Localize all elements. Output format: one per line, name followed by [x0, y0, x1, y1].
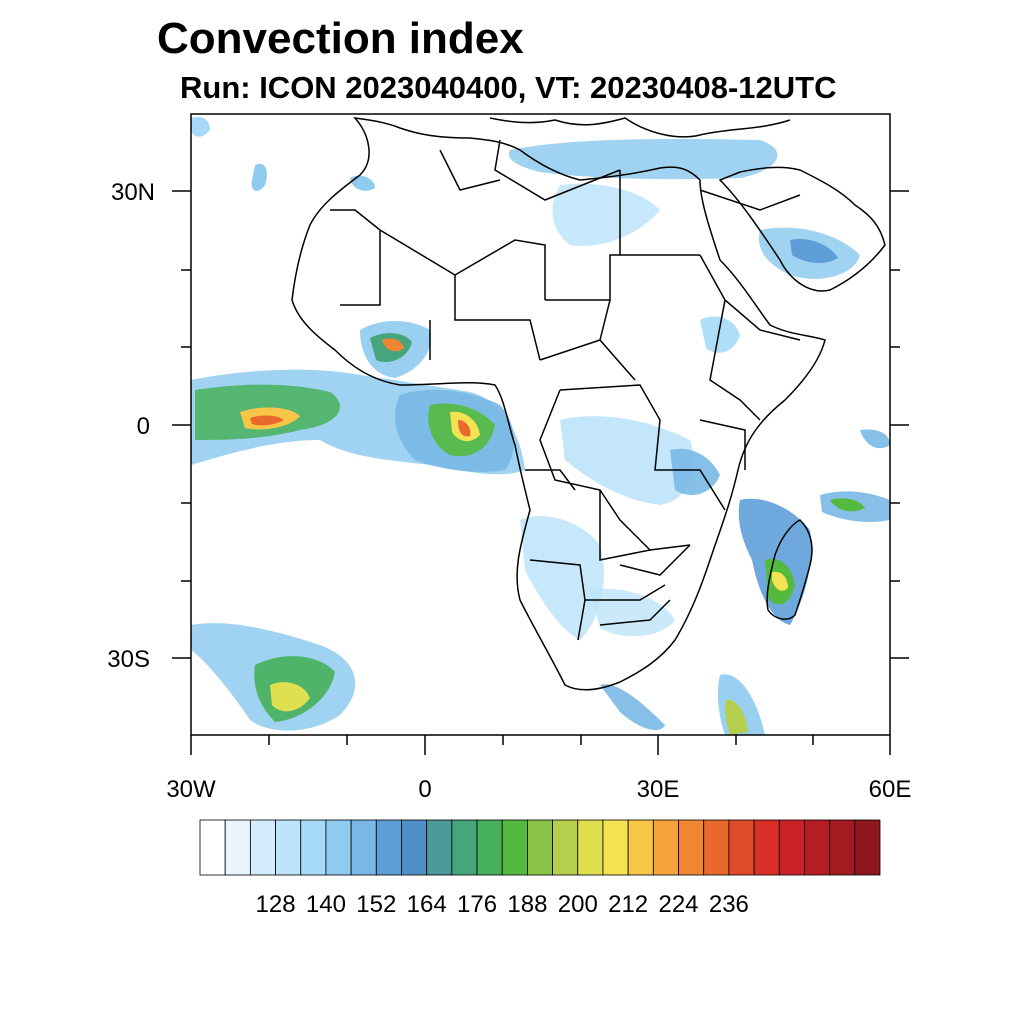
lat-label-30n: 30N — [111, 179, 155, 206]
colorbar-swatch — [527, 819, 553, 876]
field-congo-east — [670, 448, 720, 495]
field-se-streak-core — [725, 699, 748, 735]
field-atlantic-hot-core — [250, 415, 284, 426]
colorbar-swatch — [426, 819, 453, 876]
colorbar-swatch — [652, 819, 679, 876]
colorbar-swatch — [552, 819, 579, 876]
colorbar-label: 164 — [407, 891, 447, 918]
lat-label-30s: 30S — [107, 646, 150, 673]
border-central — [525, 384, 726, 561]
colorbar-swatch — [753, 819, 780, 876]
lon-label-0: 0 — [418, 776, 431, 803]
colorbar-label: 140 — [306, 891, 346, 918]
field-southern-africa-2 — [590, 588, 675, 637]
colorbar-swatch — [678, 819, 705, 876]
field-canaries — [251, 163, 267, 192]
coastlines — [291, 116, 886, 691]
colorbar-swatch — [854, 819, 881, 876]
colorbar-swatch — [627, 819, 654, 876]
field-indian-east — [860, 429, 890, 449]
colorbar: 128 140 152 164 176 188 200 212 224 236 — [199, 819, 881, 918]
colorbar-label: 152 — [356, 891, 396, 918]
colorbar-label: 224 — [658, 891, 698, 918]
border-sahel — [330, 209, 700, 381]
field-arabia-core — [790, 239, 838, 264]
colorbar-swatch — [199, 819, 226, 876]
colorbar-swatch — [476, 819, 503, 876]
colorbar-swatch — [451, 819, 478, 876]
field-morocco — [350, 175, 375, 191]
map-title: Convection index — [157, 14, 524, 63]
colorbar-label: 236 — [709, 891, 749, 918]
field-cape-streak — [600, 684, 665, 731]
colorbar-swatch — [602, 819, 629, 876]
lat-label-0: 0 — [137, 413, 150, 440]
lon-label-30e: 30E — [637, 776, 680, 803]
border-south — [529, 544, 691, 641]
colorbar-swatch — [224, 819, 251, 876]
colorbar-swatch — [728, 819, 755, 876]
colorbar-label: 200 — [558, 891, 598, 918]
colorbar-label: 128 — [256, 891, 296, 918]
field-ethiopia — [700, 316, 740, 353]
colorbar-swatch — [325, 819, 352, 876]
border-east — [699, 254, 801, 470]
med-north-coast — [489, 117, 791, 138]
field-west-africa-hot — [382, 338, 404, 352]
colorbar-swatch — [703, 819, 730, 876]
colorbar-label: 176 — [457, 891, 497, 918]
field-west-edge — [191, 116, 210, 137]
tick-marks — [172, 190, 909, 755]
colorbar-swatch — [577, 819, 604, 876]
lon-label-60e: 60E — [869, 776, 912, 803]
colorbar-swatch — [275, 819, 302, 876]
field-mediterranean — [508, 139, 778, 180]
colorbar-swatch — [249, 819, 276, 876]
field-sahara — [552, 183, 660, 246]
field-congo — [560, 416, 694, 505]
field-guinea-hot-core — [458, 420, 471, 437]
convection-field — [191, 116, 890, 735]
field-south-atlantic-hot — [270, 682, 310, 712]
field-madagascar-hot — [772, 571, 788, 591]
colorbar-swatch — [401, 819, 428, 876]
colorbar-swatch — [829, 819, 856, 876]
colorbar-swatch — [501, 819, 528, 876]
map-subtitle: Run: ICON 2023040400, VT: 20230408-12UTC — [180, 70, 837, 105]
border-north — [439, 139, 801, 255]
colorbar-label: 188 — [507, 891, 547, 918]
colorbar-swatch — [300, 819, 327, 876]
arabia-coast — [718, 166, 886, 292]
africa-coastline — [291, 116, 826, 691]
field-southern-africa — [520, 516, 604, 640]
colorbar-swatch — [350, 819, 377, 876]
colorbar-label: 212 — [608, 891, 648, 918]
colorbar-swatch — [778, 819, 805, 876]
colorbar-swatch — [804, 819, 831, 876]
field-indian-ocean-core — [830, 498, 865, 512]
lon-label-30w: 30W — [166, 776, 216, 803]
colorbar-swatch — [375, 819, 402, 876]
madagascar-coast — [766, 519, 813, 620]
